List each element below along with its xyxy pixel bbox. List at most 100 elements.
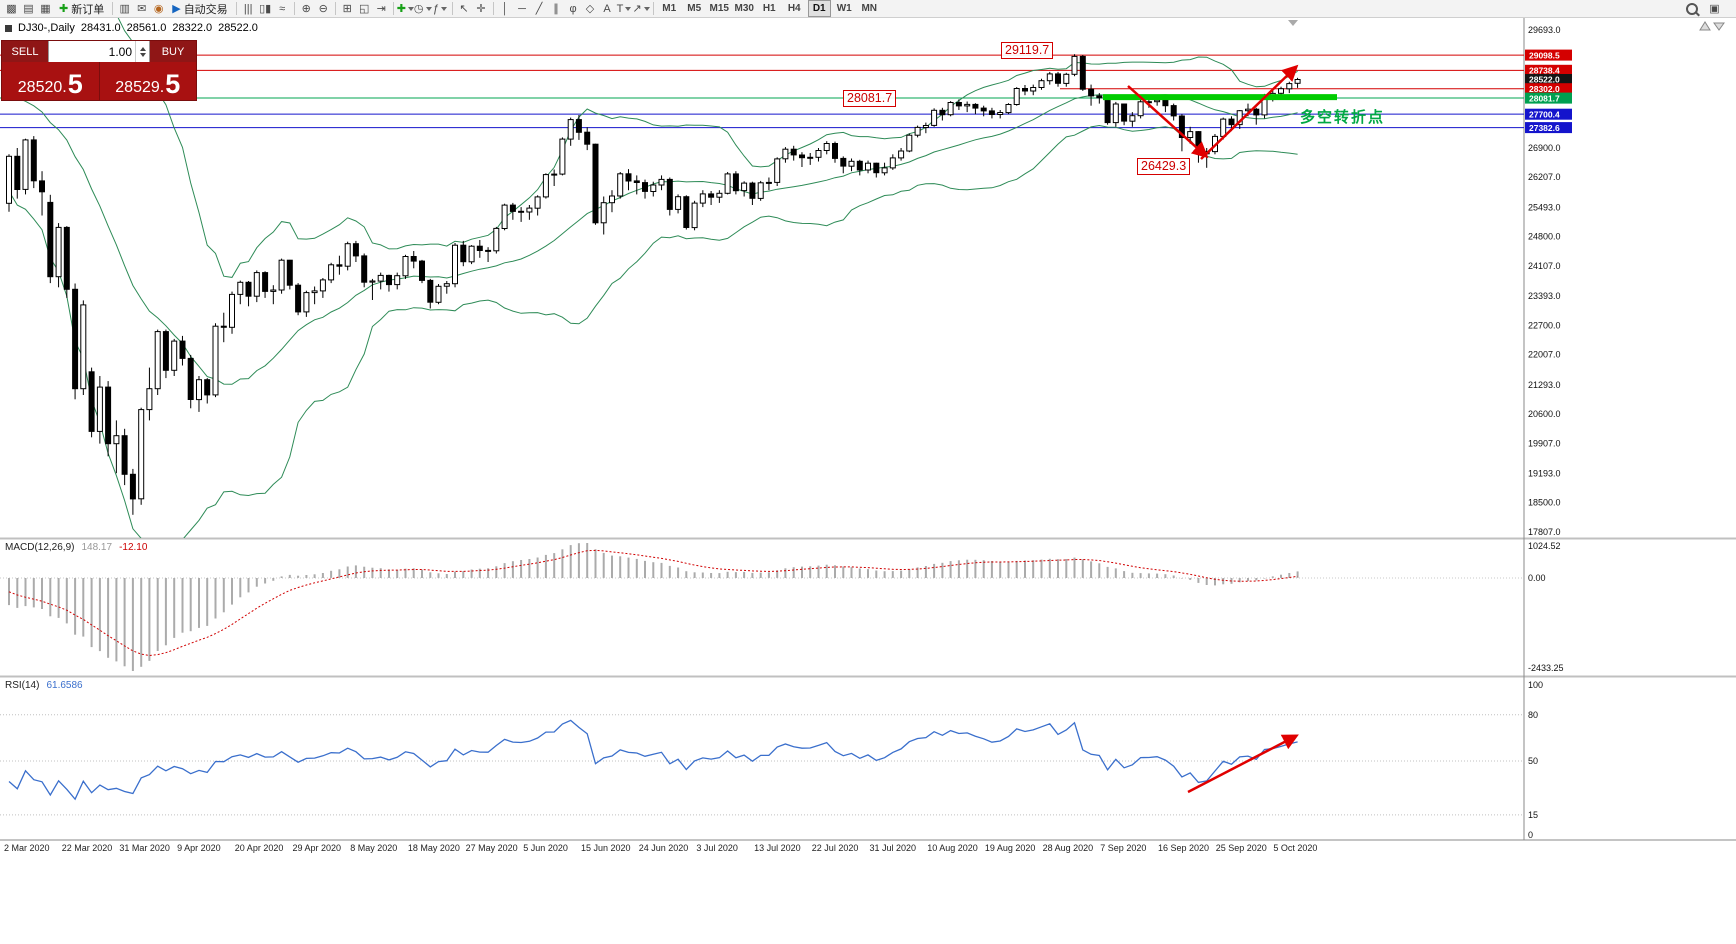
price-tag-label: 28738.4 (1529, 66, 1560, 76)
buy-button[interactable]: BUY (150, 41, 196, 62)
chart-ohlc-title: DJ30-,Daily 28431.0 28561.0 28322.0 2852… (5, 22, 258, 34)
data-window-icon[interactable]: ▥ (119, 3, 130, 15)
turning-point-label[interactable]: 多空转折点 (1300, 109, 1386, 126)
volume-up-button[interactable] (139, 46, 146, 51)
price-axis-label: 18500.0 (1528, 498, 1561, 508)
symbol-icon (5, 24, 12, 32)
price-tag-label: 28522.0 (1529, 75, 1560, 85)
zoom-out-icon[interactable]: ⊖ (318, 3, 328, 15)
algo-trading-button[interactable]: ▶ 自动交易 (172, 3, 228, 16)
macd-scale-label: 0.00 (1528, 573, 1546, 583)
subwindow-collapse-up-icon[interactable] (1699, 21, 1711, 31)
add-indicator-button[interactable]: ✚ (397, 1, 414, 17)
template-menu-button[interactable]: ƒ (432, 1, 449, 17)
rsi-value: 61.6586 (46, 680, 83, 691)
date-label: 29 Apr 2020 (293, 843, 342, 853)
label-tool-icon[interactable]: T (616, 1, 633, 17)
chart-shift-icon[interactable]: ⇥ (376, 3, 386, 15)
candlestick-mode-icon[interactable]: ▯▮ (259, 3, 272, 15)
search-icon[interactable] (1686, 2, 1698, 15)
timeframe-button-M30[interactable]: M30 (734, 3, 754, 14)
vertical-line-tool-icon[interactable]: │ (501, 2, 509, 15)
date-label: 16 Sep 2020 (1158, 843, 1209, 853)
date-label: 5 Jun 2020 (523, 843, 568, 853)
timeframe-button-H1[interactable]: H1 (762, 3, 776, 14)
price-axis-label: 19907.0 (1528, 438, 1561, 448)
price-annotation-low[interactable]: 26429.3 (1137, 158, 1191, 175)
toolbar-separator (492, 2, 494, 15)
line-chart-mode-icon[interactable]: ≈ (279, 2, 286, 15)
macd-signal-value: -12.10 (119, 542, 148, 553)
price-axis-label: 21293.0 (1528, 380, 1561, 390)
cursor-tool-icon[interactable]: ↖ (459, 3, 469, 15)
new-order-button[interactable]: ✚ 新订单 (59, 3, 105, 16)
trend-arrow-object[interactable] (1200, 64, 1299, 160)
date-label: 28 Aug 2020 (1043, 843, 1094, 853)
date-label: 10 Aug 2020 (927, 843, 978, 853)
timeframe-button-D1[interactable]: D1 (807, 0, 831, 17)
date-label: 22 Mar 2020 (62, 843, 113, 853)
date-label: 18 May 2020 (408, 843, 460, 853)
toolbar-separator (451, 2, 453, 15)
timeframe-button-W1[interactable]: W1 (836, 3, 852, 14)
zoom-in-icon[interactable]: ⊕ (301, 3, 311, 15)
trend-arrow-object[interactable] (1127, 85, 1209, 159)
trendline-tool-icon[interactable]: ╱ (535, 3, 543, 15)
macd-name: MACD(12,26,9) (5, 542, 75, 553)
date-label: 9 Apr 2020 (177, 843, 221, 853)
date-label: 8 May 2020 (350, 843, 397, 853)
new-chart-icon[interactable]: ▩ (6, 3, 17, 15)
channel-tool-icon[interactable]: ∥ (553, 3, 559, 15)
arrows-tool-icon[interactable]: ↗ (633, 1, 650, 17)
timeframe-button-H4[interactable]: H4 (787, 3, 801, 14)
crosshair-tool-icon[interactable]: ✛ (476, 3, 486, 15)
date-label: 3 Jul 2020 (696, 843, 738, 853)
bollinger-middle-band (8, 91, 1298, 385)
ohlc-high: 28561.0 (126, 22, 167, 34)
buy-price[interactable]: 28529. 5 (99, 62, 196, 100)
shapes-tool-icon[interactable]: ◇ (585, 3, 595, 15)
chart-profiles-icon[interactable]: ▤ (23, 3, 34, 15)
ohlc-open: 28431.0 (80, 22, 121, 34)
rsi-indicator-title: RSI(14) 61.6586 (5, 680, 83, 691)
sell-price[interactable]: 28520. 5 (2, 62, 99, 100)
date-label: 20 Apr 2020 (235, 843, 284, 853)
timeframe-menu-button[interactable]: ◷ (414, 1, 432, 17)
price-axis-label: 25493.0 (1528, 202, 1561, 212)
volume-input[interactable] (49, 43, 135, 60)
volume-down-button[interactable] (139, 52, 146, 57)
toolbar-separator (293, 2, 295, 15)
price-annotation-level[interactable]: 28081.7 (843, 90, 897, 107)
timeframe-button-M15[interactable]: M15 (709, 3, 729, 14)
timeframe-button-M5[interactable]: M5 (687, 3, 702, 14)
community-icon[interactable]: ◉ (153, 3, 164, 15)
bar-chart-mode-icon[interactable]: ||| (243, 2, 253, 15)
price-axis-label: 23393.0 (1528, 291, 1561, 301)
ohlc-close: 28522.0 (218, 22, 258, 34)
timeframe-button-MN[interactable]: MN (861, 3, 878, 14)
rsi-scale-label: 80 (1528, 710, 1538, 720)
tile-windows-icon[interactable]: ⊞ (342, 3, 352, 15)
fibonacci-tool-icon[interactable]: φ (569, 2, 577, 15)
price-axis-label: 20600.0 (1528, 409, 1561, 419)
rsi-scale-label: 15 (1528, 810, 1538, 820)
auto-arrange-icon[interactable]: ◱ (358, 3, 370, 15)
chart-shift-marker[interactable] (1288, 20, 1298, 26)
rsi-trend-arrow[interactable] (1187, 734, 1299, 794)
price-tag (1525, 108, 1572, 120)
subwindow-collapse-down-icon[interactable] (1713, 22, 1725, 31)
toolbar-right-group: ▣ (1686, 1, 1733, 17)
toolbar: ▩ ▤ ▦ ✚ 新订单 ▥ ✉ ◉ ▶ 自动交易 ||| ▯▮ ≈ ⊕ ⊖ ⊞ ◱ ⇥ ✚ ◷ ƒ ↖ ✛ │ ─ ╱ ∥ φ ◇ A T ↗… (0, 0, 1736, 18)
timeframe-button-M1[interactable]: M1 (662, 3, 677, 14)
text-tool-icon[interactable]: A (603, 2, 611, 15)
horizontal-line-tool-icon[interactable]: ─ (518, 2, 526, 15)
metaquotes-icon[interactable]: ▣ (1709, 3, 1720, 15)
sell-button[interactable]: SELL (2, 41, 48, 62)
rsi-line (8, 719, 1298, 801)
market-watch-icon[interactable]: ▦ (40, 3, 51, 15)
mail-icon[interactable]: ✉ (137, 3, 147, 15)
toolbar-separator (334, 2, 336, 15)
price-annotation-high[interactable]: 29119.7 (1001, 42, 1054, 59)
price-axis-label: 24107.0 (1528, 261, 1561, 271)
